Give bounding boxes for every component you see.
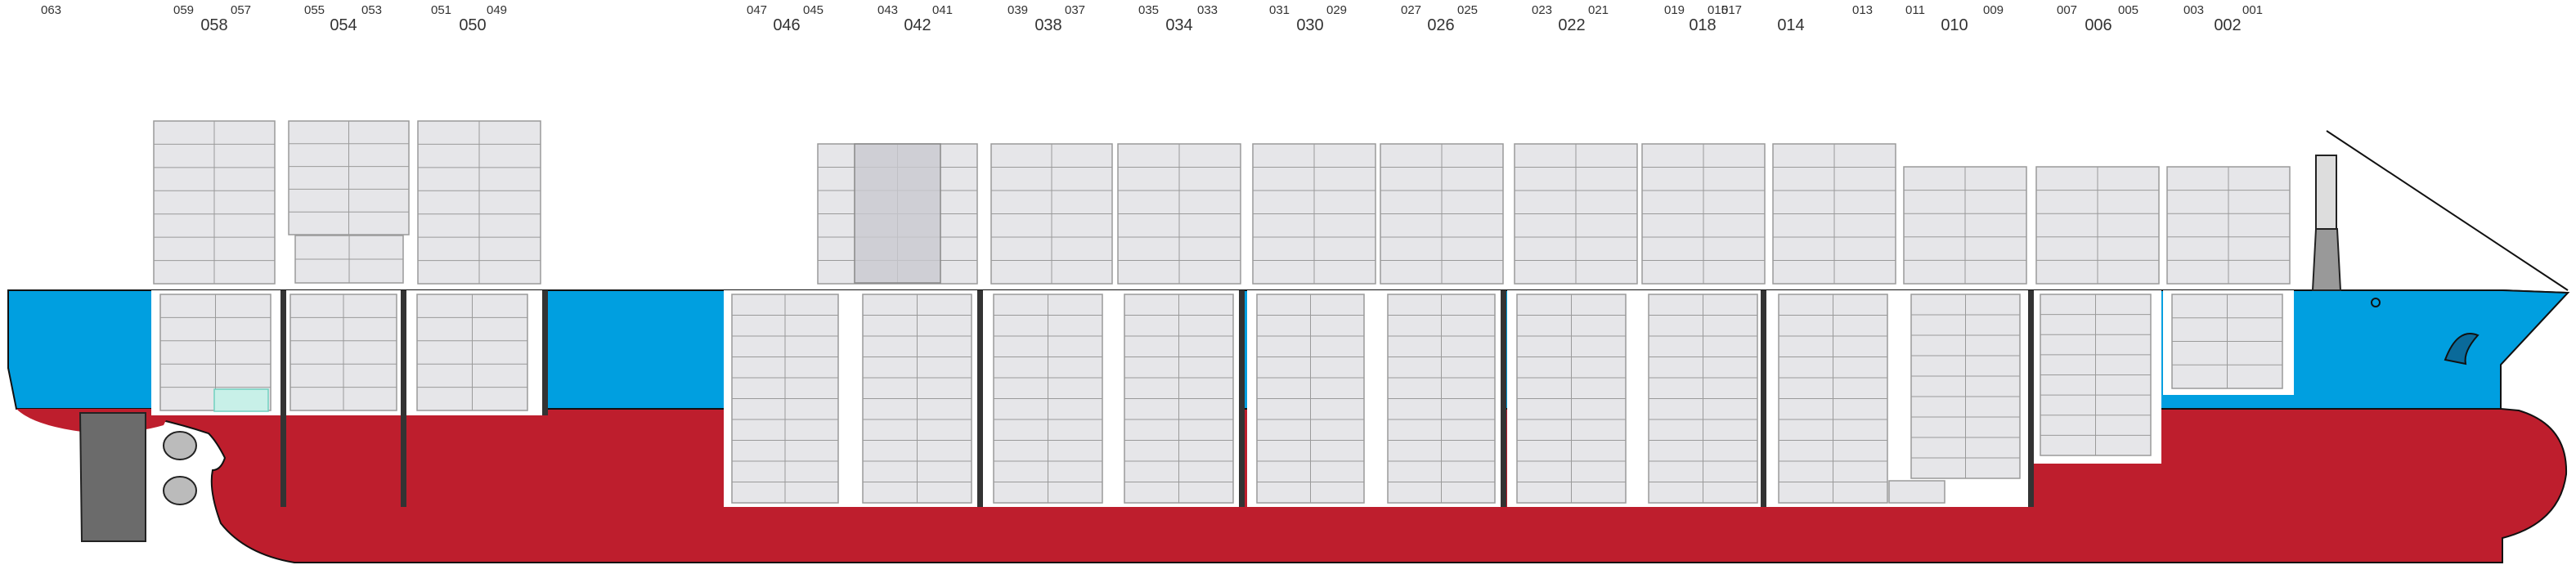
bay-label: 038 [1034,16,1062,34]
bay-number: 015 [1708,3,1729,17]
bulkhead [401,290,406,415]
bay-label: 054 [330,16,357,34]
bay-number: 037 [1065,3,1086,17]
container-block [1888,480,1945,504]
bay-number: 001 [2242,3,2264,17]
bay-number: 013 [1852,3,1874,17]
bay-number: 039 [1008,3,1029,17]
bay-number: 045 [803,3,824,17]
bulkhead [280,290,286,415]
cargo-holds [151,290,2294,507]
bay-number: 007 [2057,3,2078,17]
bulkhead [2028,290,2034,507]
bay-number: 059 [173,3,195,17]
highlighted-slot [213,388,269,412]
bay-label: 018 [1689,16,1717,34]
bay-number: 033 [1197,3,1218,17]
bay-number: 055 [304,3,325,17]
ship-details [79,130,2569,542]
bay-label: 010 [1941,16,1968,34]
bulkhead [977,290,983,507]
bulkhead [542,290,548,415]
bay-number: 041 [932,3,954,17]
bay-number: 009 [1983,3,2004,17]
bulkhead [1501,290,1506,507]
bay-label: 058 [200,16,228,34]
bay-label: 050 [459,16,487,34]
stay-line [2326,130,2569,291]
bulkhead [1239,290,1245,507]
bay-number: 047 [747,3,768,17]
bay-number: 063 [41,3,62,17]
bay-label: 034 [1165,16,1193,34]
highlighted-stack [854,143,941,284]
bay-label: 030 [1296,16,1324,34]
bay-number: 031 [1269,3,1290,17]
bay-number: 049 [487,3,508,17]
bay-number: 051 [431,3,452,17]
bay-number: 017 [1721,3,1743,17]
bay-label: 006 [2085,16,2112,34]
bay-label: 022 [1558,16,1586,34]
star-icon [2371,298,2381,307]
bay-label: 002 [2214,16,2242,34]
propeller-icon [163,476,197,505]
bay-number: 043 [877,3,899,17]
rudder-icon [79,412,146,542]
bay-label: 042 [904,16,931,34]
bay-number: 027 [1401,3,1422,17]
bow-thruster-icon [2444,333,2480,365]
propeller-icon [163,431,197,460]
bay-number: 025 [1457,3,1479,17]
bay-label: 026 [1427,16,1455,34]
bay-number: 019 [1664,3,1685,17]
bay-number: 035 [1138,3,1160,17]
bay-label: 046 [773,16,801,34]
bay-number: 029 [1326,3,1348,17]
bay-number: 011 [1905,3,1925,17]
crane-mast [2315,155,2337,230]
bay-number: 023 [1532,3,1553,17]
bay-number: 003 [2183,3,2205,17]
crane-icon [2311,228,2342,291]
deck-stacks [153,120,2291,285]
bay-number: 005 [2118,3,2139,17]
bay-number: 053 [361,3,383,17]
bulkhead [1761,290,1766,507]
bay-label: 014 [1777,16,1805,34]
bay-number: 057 [231,3,252,17]
bay-number: 021 [1588,3,1609,17]
